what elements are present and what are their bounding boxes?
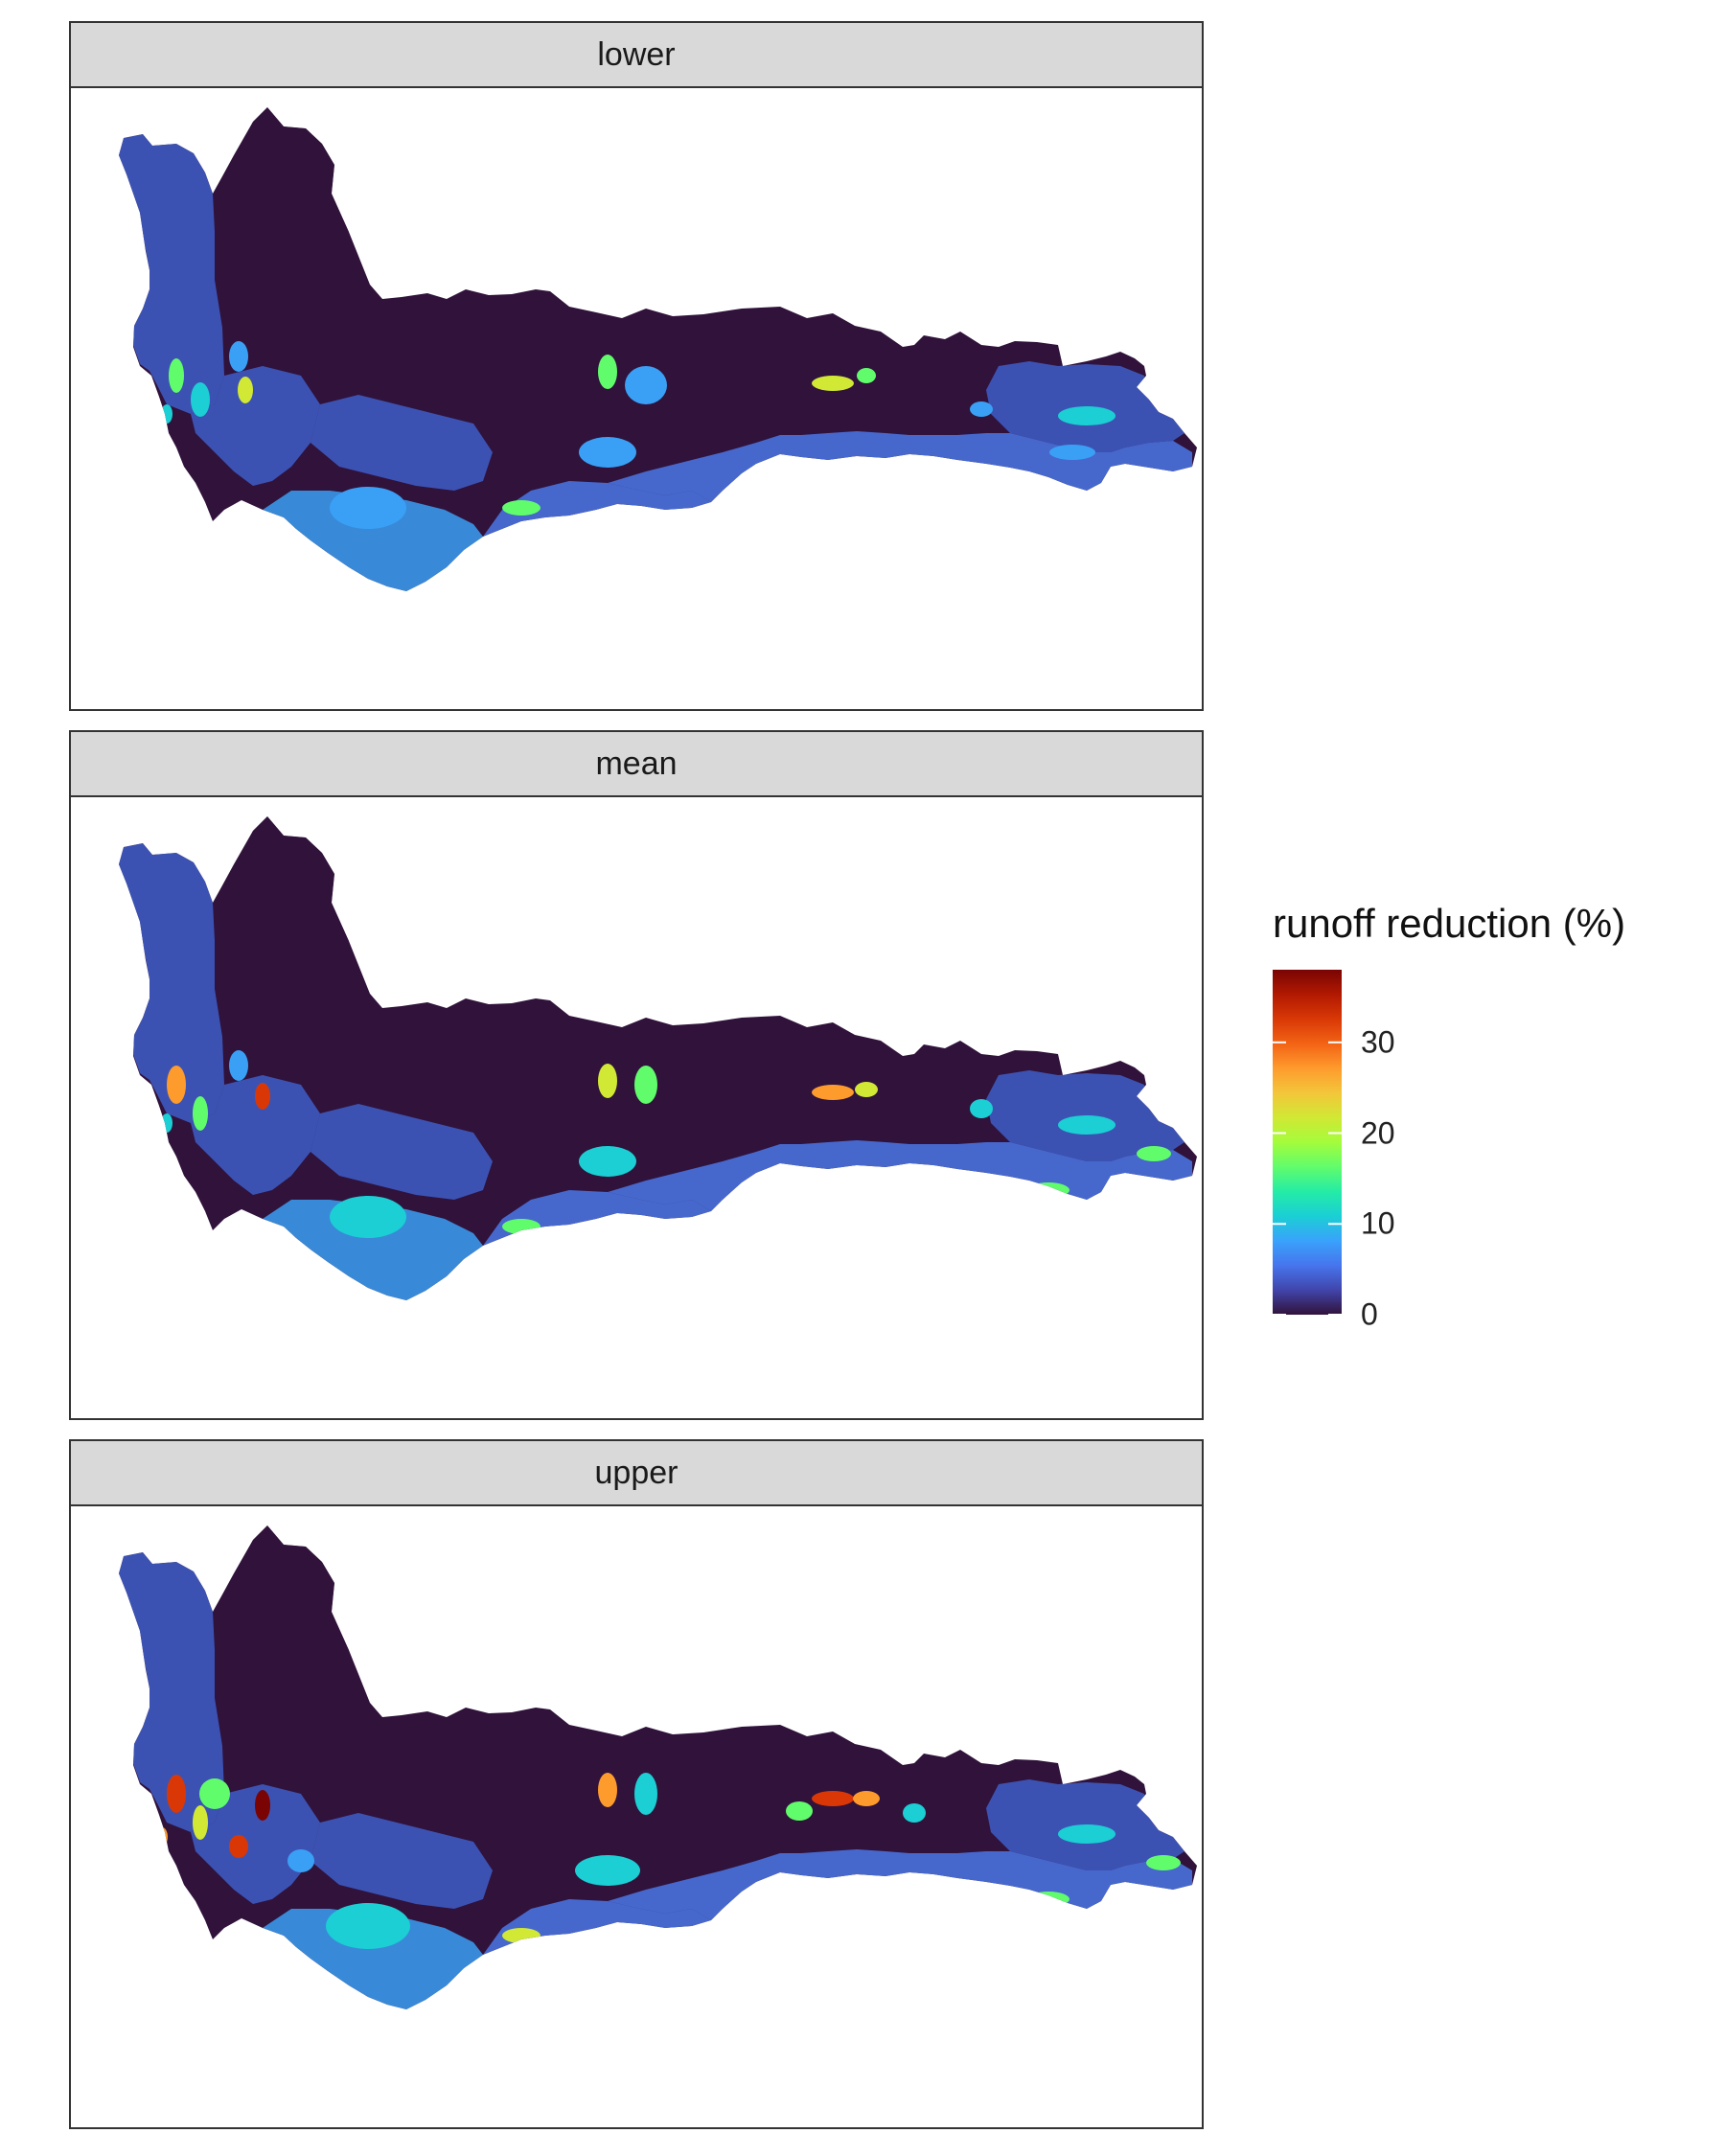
south-coast-west-region xyxy=(263,1200,483,1300)
catchment-hotspot xyxy=(156,1827,168,1846)
mid-inland-region xyxy=(310,1104,493,1200)
mid-inland-region xyxy=(310,395,493,491)
catchment-hotspot xyxy=(326,1903,410,1949)
catchment-hotspot xyxy=(161,404,172,424)
catchment-hotspot xyxy=(579,437,636,468)
south-coast-mid-region xyxy=(483,1899,711,1955)
catchment-hotspot xyxy=(1058,1115,1116,1135)
catchment-hotspot xyxy=(634,1773,657,1815)
catchment-hotspot xyxy=(288,1849,314,1872)
sw-inland-region xyxy=(191,1784,320,1904)
southern-band-region xyxy=(608,1849,1192,1920)
south-coast-west-region xyxy=(263,491,483,591)
catchment-hotspot xyxy=(903,1803,926,1823)
catchment-hotspot xyxy=(229,1050,248,1081)
catchment-hotspot xyxy=(855,1082,878,1097)
north-interior-region xyxy=(215,107,349,241)
map-area xyxy=(69,1506,1204,2129)
catchment-hotspot xyxy=(199,1778,230,1809)
colorbar-legend: runoff reduction (%) 30 20 10 0 xyxy=(1265,901,1706,1332)
north-interior-region xyxy=(215,816,349,951)
catchment-hotspot xyxy=(169,358,184,393)
catchment-hotspot xyxy=(161,1113,172,1133)
catchment-hotspot xyxy=(255,1790,270,1821)
catchment-hotspot xyxy=(1027,1892,1070,1907)
mid-inland-region xyxy=(310,1813,493,1909)
sw-inland-region xyxy=(191,1075,320,1195)
colorbar-tick-label: 30 xyxy=(1361,1024,1395,1060)
province-map xyxy=(119,1525,1197,2009)
catchment-hotspot xyxy=(598,1773,617,1807)
sw-inland-region xyxy=(191,366,320,486)
catchment-hotspot xyxy=(786,1801,813,1821)
catchment-hotspot xyxy=(238,377,253,403)
catchment-hotspot xyxy=(853,1791,880,1806)
catchment-hotspot xyxy=(330,1196,406,1238)
north-interior-region xyxy=(215,1525,349,1660)
catchment-hotspot xyxy=(634,1066,657,1104)
catchment-hotspot xyxy=(598,355,617,389)
catchment-hotspot xyxy=(502,1928,540,1943)
colorbar-tick-label: 20 xyxy=(1361,1115,1395,1151)
facet-panel-lower: lower xyxy=(69,21,1204,711)
catchment-hotspot xyxy=(255,1083,270,1110)
southern-band-region xyxy=(608,1140,1192,1211)
catchment-hotspot xyxy=(167,1775,186,1813)
catchment-hotspot xyxy=(1137,1146,1171,1161)
west-coast-region xyxy=(119,1552,224,1832)
catchment-hotspot xyxy=(812,1085,854,1100)
west-coast-region xyxy=(119,843,224,1123)
catchment-hotspot xyxy=(1027,1182,1070,1198)
map-area xyxy=(69,88,1204,711)
map-area xyxy=(69,797,1204,1420)
catchment-hotspot xyxy=(970,1099,993,1118)
facet-strip-label: mean xyxy=(69,730,1204,797)
facet-strip-label: lower xyxy=(69,21,1204,88)
facet-panel-upper: upper xyxy=(69,1439,1204,2129)
legend-title: runoff reduction (%) xyxy=(1273,901,1626,946)
catchment-hotspot xyxy=(502,1219,540,1234)
catchment-hotspot xyxy=(330,487,406,529)
facet-strip-label: upper xyxy=(69,1439,1204,1506)
catchment-hotspot xyxy=(502,500,540,516)
catchment-hotspot xyxy=(1058,406,1116,425)
west-coast-region xyxy=(119,134,224,414)
south-coast-mid-region xyxy=(483,1190,711,1246)
catchment-hotspot xyxy=(193,1096,208,1131)
catchment-hotspot xyxy=(193,1805,208,1840)
catchment-hotspot xyxy=(1058,1824,1116,1844)
province-map xyxy=(119,107,1197,591)
catchment-hotspot xyxy=(598,1064,617,1098)
facet-panel-mean: mean xyxy=(69,730,1204,1420)
catchment-hotspot xyxy=(579,1146,636,1177)
catchment-hotspot xyxy=(1049,445,1095,460)
colorbar-gradient xyxy=(1273,970,1342,1315)
southern-band-region xyxy=(608,431,1192,502)
colorbar-tick-label: 0 xyxy=(1361,1296,1378,1332)
catchment-hotspot xyxy=(625,366,667,404)
catchment-hotspot xyxy=(1146,1855,1181,1870)
south-coast-west-region xyxy=(263,1909,483,2009)
south-coast-mid-region xyxy=(483,481,711,537)
catchment-hotspot xyxy=(575,1855,640,1886)
catchment-hotspot xyxy=(229,341,248,372)
catchment-hotspot xyxy=(191,382,210,417)
catchment-hotspot xyxy=(812,376,854,391)
colorbar xyxy=(1273,970,1342,1315)
catchment-hotspot xyxy=(229,1835,248,1858)
colorbar-tick-label: 10 xyxy=(1361,1205,1395,1241)
catchment-hotspot xyxy=(970,401,993,417)
catchment-hotspot xyxy=(812,1791,854,1806)
catchment-hotspot xyxy=(167,1066,186,1104)
province-map xyxy=(119,816,1197,1300)
catchment-hotspot xyxy=(857,368,876,383)
